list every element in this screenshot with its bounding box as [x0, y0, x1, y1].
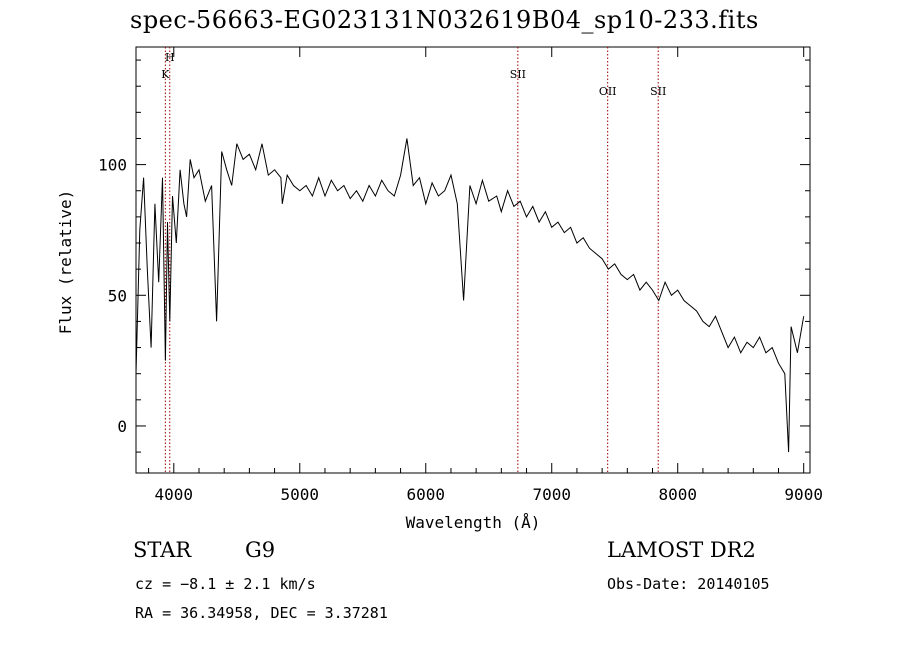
y-axis-ticks: 0 50 100 [98, 59, 810, 453]
sky-coordinates: RA = 36.34958, DEC = 3.37281 [135, 604, 388, 622]
y-tick-label: 0 [117, 417, 127, 436]
x-axis-ticks: 4000 5000 6000 7000 8000 9000 [148, 47, 823, 504]
y-tick-label: 50 [108, 286, 127, 305]
line-marker-label: OII [599, 85, 617, 98]
x-axis-label: Wavelength (Å) [406, 513, 541, 532]
object-class: STAR [133, 538, 192, 562]
page-title: spec-56663-EG023131N032619B04_sp10-233.f… [130, 6, 759, 34]
y-axis-label: Flux (relative) [56, 190, 75, 335]
x-tick-label: 5000 [281, 485, 320, 504]
x-tick-label: 4000 [155, 485, 194, 504]
line-markers: KH SII OII SII [161, 47, 666, 473]
line-marker-label: SII [510, 68, 526, 81]
x-tick-label: 6000 [406, 485, 445, 504]
line-marker-label: K [161, 68, 170, 81]
survey-name: LAMOST DR2 [607, 538, 756, 562]
flux-series-line [135, 138, 805, 453]
x-tick-label: 9000 [784, 485, 823, 504]
x-tick-label: 7000 [532, 485, 571, 504]
line-marker-label: SII [650, 85, 666, 98]
y-tick-label: 100 [98, 156, 127, 175]
x-tick-label: 8000 [658, 485, 697, 504]
observation-date: Obs-Date: 20140105 [607, 575, 770, 593]
line-marker-label: H [165, 51, 175, 64]
redshift-velocity: cz = −8.1 ± 2.1 km/s [135, 575, 316, 593]
plot-frame [135, 46, 811, 474]
object-subclass: G9 [245, 538, 276, 562]
